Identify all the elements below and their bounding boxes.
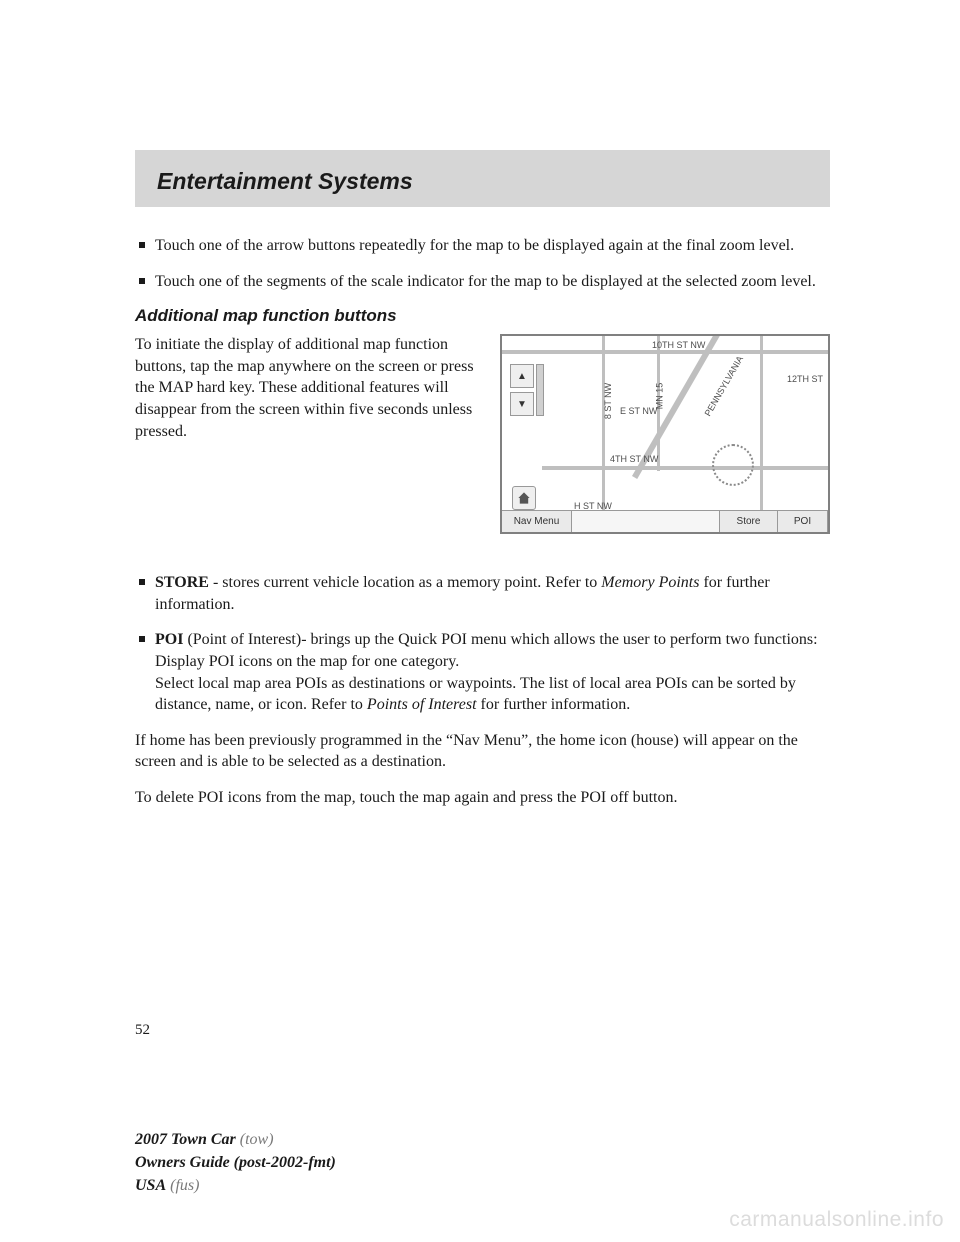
road-line	[760, 336, 763, 512]
footer-region: USA	[135, 1177, 166, 1194]
zoom-down-button[interactable]: ▼	[510, 392, 534, 416]
bullet-rest: (Point of Interest)- brings up the Quick…	[183, 631, 817, 648]
bullet-italic: Memory Points	[601, 574, 699, 591]
road-line	[502, 350, 830, 354]
section-title: Entertainment Systems	[157, 168, 808, 195]
map-circle-icon	[712, 444, 754, 486]
bullet-icon	[139, 579, 145, 585]
footer-line: USA (fus)	[135, 1174, 336, 1197]
bullet-icon	[139, 636, 145, 642]
list-item: Touch one of the segments of the scale i…	[135, 271, 830, 293]
house-icon	[517, 491, 531, 505]
footer-guide: Owners Guide (post-2002-fmt)	[135, 1154, 336, 1171]
bullet-text: POI (Point of Interest)- brings up the Q…	[155, 629, 830, 715]
subheading: Additional map function buttons	[135, 306, 830, 326]
manual-page: Entertainment Systems Touch one of the a…	[0, 0, 960, 1242]
bullet-text: STORE - stores current vehicle location …	[155, 572, 830, 615]
footer-line: 2007 Town Car (tow)	[135, 1128, 336, 1151]
mid-bullet-list: STORE - stores current vehicle location …	[135, 572, 830, 716]
section-header-band: Entertainment Systems	[135, 150, 830, 207]
bullet-text: Touch one of the arrow buttons repeatedl…	[155, 235, 794, 257]
bullet-line: Display POI icons on the map for one cat…	[155, 653, 459, 670]
road-label: E ST NW	[620, 406, 657, 416]
bullet-icon	[139, 278, 145, 284]
road-label: 4TH ST NW	[610, 454, 658, 464]
nav-menu-button[interactable]: Nav Menu	[502, 511, 572, 532]
footer-region-code: (fus)	[166, 1177, 199, 1194]
map-button-bar: Nav Menu Store POI	[502, 510, 828, 532]
footer-model-code: (tow)	[236, 1131, 274, 1148]
scale-indicator[interactable]	[536, 364, 544, 416]
bullet-rest: - stores current vehicle location as a m…	[209, 574, 601, 591]
list-item: POI (Point of Interest)- brings up the Q…	[135, 629, 830, 715]
road-label: 10TH ST NW	[652, 340, 705, 350]
map-status-strip	[572, 511, 720, 532]
list-item: Touch one of the arrow buttons repeatedl…	[135, 235, 830, 257]
road-label: 12TH ST	[787, 374, 823, 384]
list-item: STORE - stores current vehicle location …	[135, 572, 830, 615]
footer-line: Owners Guide (post-2002-fmt)	[135, 1151, 336, 1174]
body-paragraph: If home has been previously programmed i…	[135, 730, 830, 773]
page-number: 52	[135, 1022, 150, 1039]
bullet-lead: STORE	[155, 574, 209, 591]
bullet-text: Touch one of the segments of the scale i…	[155, 271, 816, 293]
home-icon[interactable]	[512, 486, 536, 510]
bullet-lead: POI	[155, 631, 183, 648]
road-label: PENNSYLVANIA	[703, 354, 746, 418]
body-paragraph: To delete POI icons from the map, touch …	[135, 787, 830, 809]
top-bullet-list: Touch one of the arrow buttons repeatedl…	[135, 235, 830, 292]
footer-block: 2007 Town Car (tow) Owners Guide (post-2…	[135, 1128, 336, 1198]
road-line	[542, 466, 830, 470]
watermark-text: carmanualsonline.info	[729, 1208, 944, 1232]
paragraph-text: To initiate the display of additional ma…	[135, 334, 482, 442]
map-screenshot-figure: 10TH ST NW 8 ST NW MN 15 E ST NW 4TH ST …	[500, 334, 830, 534]
road-label: 8 ST NW	[603, 383, 613, 419]
bullet-italic: Points of Interest	[367, 696, 477, 713]
footer-model: 2007 Town Car	[135, 1131, 236, 1148]
paragraph-with-figure: To initiate the display of additional ma…	[135, 334, 830, 534]
store-button[interactable]: Store	[720, 511, 778, 532]
bullet-icon	[139, 242, 145, 248]
zoom-up-button[interactable]: ▲	[510, 364, 534, 388]
poi-button[interactable]: POI	[778, 511, 828, 532]
bullet-tail: for further information.	[477, 696, 631, 713]
